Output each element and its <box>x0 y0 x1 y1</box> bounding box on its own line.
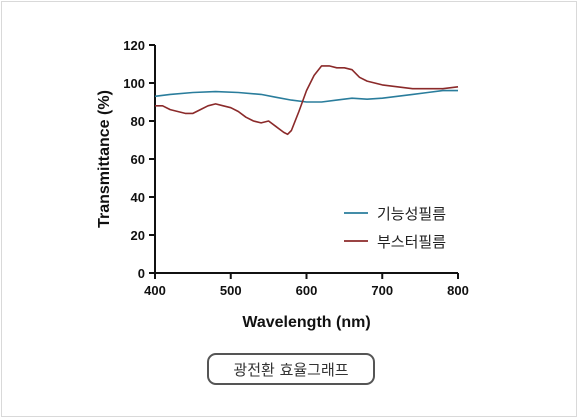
legend-label-2: 부스터필름 <box>377 233 446 251</box>
y-tick-label: 60 <box>131 152 145 167</box>
series-line-1 <box>154 89 458 103</box>
x-tick-label: 500 <box>220 283 242 298</box>
y-axis-title: Transmittance (%) <box>96 90 113 228</box>
x-axis-ticks: 400 500 600 700 800 <box>144 273 469 298</box>
y-tick-label: 120 <box>123 38 145 53</box>
chart-caption: 광전환 효율그래프 <box>207 353 375 385</box>
y-tick-label: 20 <box>131 228 145 243</box>
series-lines <box>154 65 459 136</box>
x-tick-label: 600 <box>296 283 318 298</box>
x-tick-label: 400 <box>144 283 166 298</box>
series-line-2 <box>155 65 459 136</box>
y-tick-label: 100 <box>123 76 145 91</box>
y-axis-ticks: 0 20 40 60 80 100 120 <box>123 38 155 281</box>
y-tick-label: 0 <box>138 266 145 281</box>
y-tick-label: 80 <box>131 114 145 129</box>
x-axis-title: Wavelength (nm) <box>242 314 370 331</box>
x-tick-label: 800 <box>447 283 469 298</box>
y-tick-label: 40 <box>131 190 145 205</box>
legend-label-1: 기능성필름 <box>377 205 446 223</box>
x-tick-label: 700 <box>371 283 393 298</box>
